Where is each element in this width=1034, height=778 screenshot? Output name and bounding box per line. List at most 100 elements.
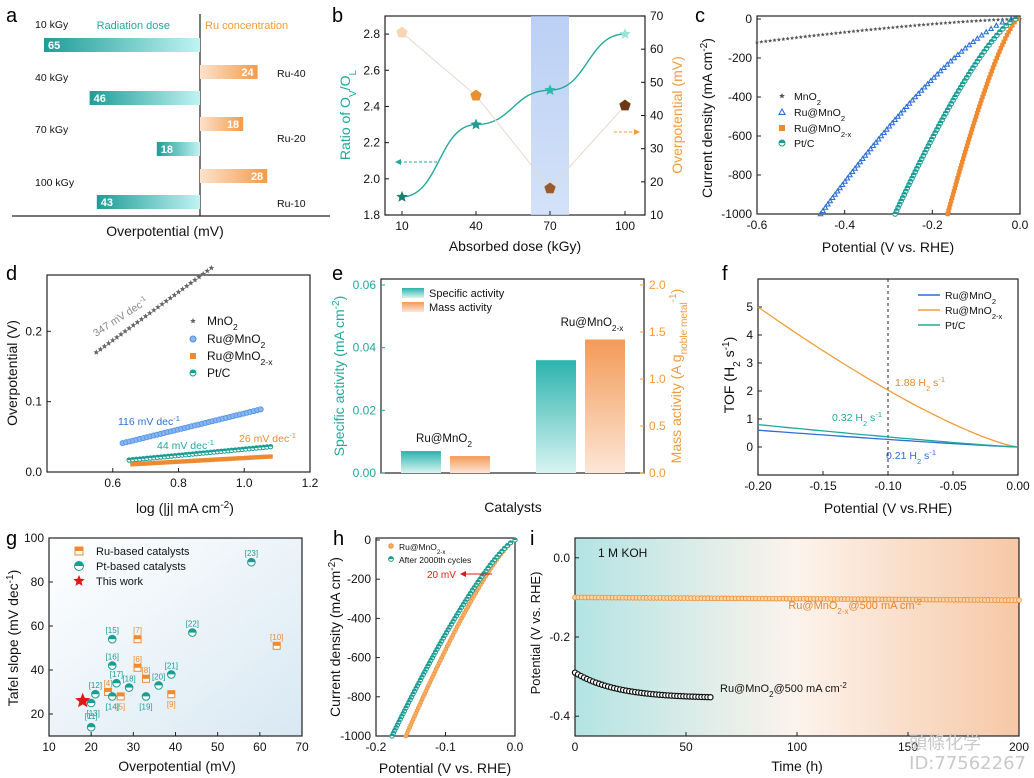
ru-point xyxy=(104,688,113,696)
y-tick-label: 0.04 xyxy=(353,341,377,355)
curve-point xyxy=(883,126,890,132)
curve-point xyxy=(163,298,169,304)
y-tick-label: 0.1 xyxy=(25,395,42,409)
curve-point xyxy=(759,39,764,44)
curve-point xyxy=(144,461,149,466)
marker-fill xyxy=(483,568,489,571)
y-tick-label: 60 xyxy=(650,42,664,56)
curve-point xyxy=(903,103,910,110)
curve-point xyxy=(974,18,979,23)
x-tick-label: 0 xyxy=(572,740,579,754)
curve-point xyxy=(833,31,838,35)
arrow-left-head xyxy=(395,159,401,165)
x-tick-label: 60 xyxy=(253,740,267,754)
legend-label: Pt/C xyxy=(207,366,231,380)
curve-point xyxy=(917,22,922,27)
curve-point xyxy=(959,163,964,168)
marker-fill xyxy=(408,697,413,700)
y-tick-label: 0.0 xyxy=(649,466,666,480)
curve-point xyxy=(943,20,948,25)
pt-point xyxy=(112,678,121,688)
curve-point xyxy=(226,456,232,462)
curve-point xyxy=(1009,17,1014,21)
marker-fill xyxy=(932,130,938,133)
curve-point xyxy=(223,456,228,462)
curve-point xyxy=(980,94,985,100)
x-tick-label: 20 xyxy=(84,740,98,754)
curve-point xyxy=(216,457,221,462)
curve-point xyxy=(854,161,861,168)
marker-fill xyxy=(947,104,952,107)
curve-point xyxy=(126,325,132,331)
ru-point xyxy=(167,690,176,699)
curve-point xyxy=(952,185,958,191)
marker-fill xyxy=(403,705,409,708)
pt-point xyxy=(141,692,151,701)
curve-point xyxy=(970,124,976,129)
curve-point xyxy=(946,208,951,213)
ref-label: [8] xyxy=(142,666,151,675)
curve-point xyxy=(159,301,165,307)
marker-fill xyxy=(989,39,994,42)
curve-point xyxy=(890,25,895,30)
curve-point xyxy=(425,663,431,669)
marker-fill xyxy=(134,664,142,668)
curve-point xyxy=(951,189,957,194)
plot-background xyxy=(575,538,1019,736)
curve-point xyxy=(138,316,145,322)
legend-marker xyxy=(73,575,85,586)
y-tick-label: 1.0 xyxy=(649,372,666,386)
curve-point xyxy=(233,456,239,461)
marker-fill xyxy=(1003,23,1009,26)
curve-point xyxy=(965,19,970,24)
marker-fill xyxy=(188,628,197,633)
curve-point xyxy=(171,292,178,298)
legend-ru-concentration: Ru concentration xyxy=(205,20,288,32)
curve-point xyxy=(93,349,100,355)
legend-label: Pt/C xyxy=(794,138,815,150)
bar-ru-0 xyxy=(200,65,258,79)
panel-label: a xyxy=(6,5,18,27)
legend-label: Mass activity xyxy=(429,302,492,314)
y-tick-label: 0 xyxy=(745,12,752,26)
curve-point xyxy=(934,70,941,77)
marker-fill xyxy=(779,140,785,143)
curve-point xyxy=(109,337,116,343)
marker-fill xyxy=(87,699,95,703)
marker-fill xyxy=(499,549,504,552)
marker-fill xyxy=(956,88,962,91)
y-tick-label: 0 xyxy=(746,440,753,454)
curve-point xyxy=(819,207,827,214)
marker-fill xyxy=(410,691,416,694)
y-tick-label: 2.2 xyxy=(363,136,380,150)
panel-label: i xyxy=(530,528,534,550)
y-tick-label: -800 xyxy=(728,168,752,182)
curve-point xyxy=(204,268,211,274)
marker-fill xyxy=(447,624,452,627)
curve-point xyxy=(1001,39,1007,44)
marker-fill xyxy=(117,692,125,697)
curve-point xyxy=(895,24,900,29)
ref-label: [16] xyxy=(106,653,119,662)
marker-fill xyxy=(75,547,83,551)
curve-point xyxy=(892,211,898,217)
x-axis-title: Potential (V vs.RHE) xyxy=(824,500,952,516)
marker-fill xyxy=(958,84,964,88)
curve-point xyxy=(157,460,163,465)
curve-point xyxy=(900,106,907,113)
marker-fill xyxy=(473,582,479,585)
marker-fill xyxy=(391,731,396,734)
marker-fill xyxy=(457,607,462,610)
marker-fill xyxy=(986,42,992,45)
marker-fill xyxy=(972,62,978,65)
curve-point xyxy=(824,200,831,207)
curve-point xyxy=(897,109,904,116)
curve-point xyxy=(978,18,983,23)
marker-fill xyxy=(908,179,913,182)
x-tick-label: 50 xyxy=(211,740,225,754)
marker-fill xyxy=(1007,19,1013,23)
marker-fill xyxy=(984,45,989,49)
ref-label: [20] xyxy=(152,672,165,681)
highlight-band xyxy=(531,16,569,215)
marker-fill xyxy=(413,686,419,689)
